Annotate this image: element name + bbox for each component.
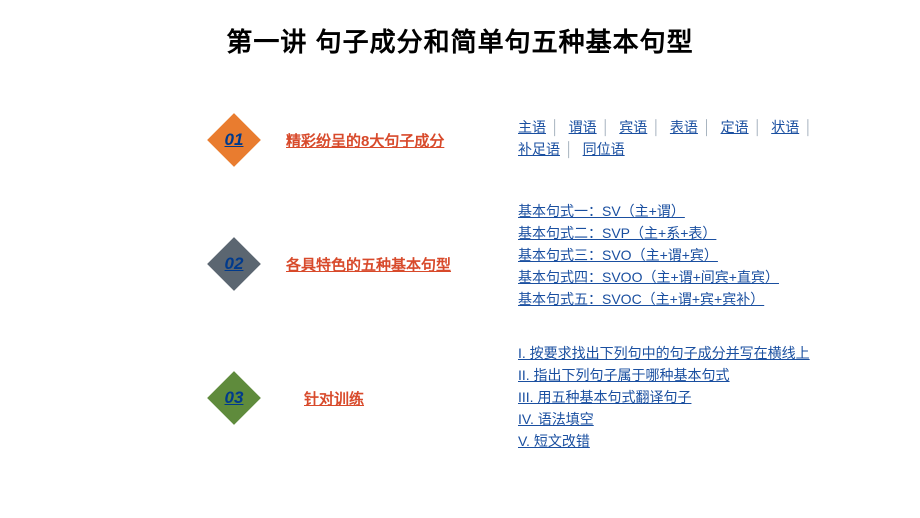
link-ex4[interactable]: IV. 语法填空 — [518, 411, 594, 427]
link-svp[interactable]: 基本句式二：SVP（主+系+表） — [518, 225, 716, 241]
diamond-badge-1: 01 — [208, 114, 260, 166]
section-3: 03 针对训练 — [208, 372, 364, 424]
link-zhuyu[interactable]: 主语 — [518, 119, 546, 135]
diamond-number: 02 — [208, 238, 260, 290]
link-tongweiyu[interactable]: 同位语 — [583, 141, 625, 157]
section-2-links: 基本句式一：SV（主+谓） 基本句式二：SVP（主+系+表） 基本句式三：SVO… — [518, 200, 898, 310]
link-sv[interactable]: 基本句式一：SV（主+谓） — [518, 203, 685, 219]
link-biaoyu[interactable]: 表语 — [670, 119, 698, 135]
diamond-number: 01 — [208, 114, 260, 166]
page-title: 第一讲 句子成分和简单句五种基本句型 — [0, 0, 920, 59]
diamond-badge-2: 02 — [208, 238, 260, 290]
link-zhuangyu[interactable]: 状语 — [771, 119, 799, 135]
section-3-links: I. 按要求找出下列句中的句子成分并写在横线上 II. 指出下列句子属于哪种基本… — [518, 342, 918, 452]
link-ex3[interactable]: III. 用五种基本句式翻译句子 — [518, 389, 691, 405]
section-2-heading[interactable]: 各具特色的五种基本句型 — [286, 254, 451, 275]
section-1-links: 主语│ 谓语│ 宾语│ 表语│ 定语│ 状语│ 补足语│ 同位语 — [518, 116, 898, 160]
link-ex1[interactable]: I. 按要求找出下列句中的句子成分并写在横线上 — [518, 345, 810, 361]
section-2: 02 各具特色的五种基本句型 — [208, 238, 451, 290]
link-buzuyu[interactable]: 补足语 — [518, 141, 560, 157]
link-svoc[interactable]: 基本句式五：SVOC（主+谓+宾+宾补） — [518, 291, 764, 307]
link-weiyu[interactable]: 谓语 — [569, 119, 597, 135]
link-binyu[interactable]: 宾语 — [619, 119, 647, 135]
link-ex5[interactable]: V. 短文改错 — [518, 433, 590, 449]
section-3-heading[interactable]: 针对训练 — [304, 388, 364, 409]
link-dingyu[interactable]: 定语 — [721, 119, 749, 135]
diamond-badge-3: 03 — [208, 372, 260, 424]
link-svoo[interactable]: 基本句式四：SVOO（主+谓+间宾+直宾） — [518, 269, 779, 285]
diamond-number: 03 — [208, 372, 260, 424]
link-ex2[interactable]: II. 指出下列句子属于哪种基本句式 — [518, 367, 730, 383]
section-1: 01 精彩纷呈的8大句子成分 — [208, 114, 444, 166]
section-1-heading[interactable]: 精彩纷呈的8大句子成分 — [286, 130, 444, 151]
link-svo[interactable]: 基本句式三：SVO（主+谓+宾） — [518, 247, 718, 263]
